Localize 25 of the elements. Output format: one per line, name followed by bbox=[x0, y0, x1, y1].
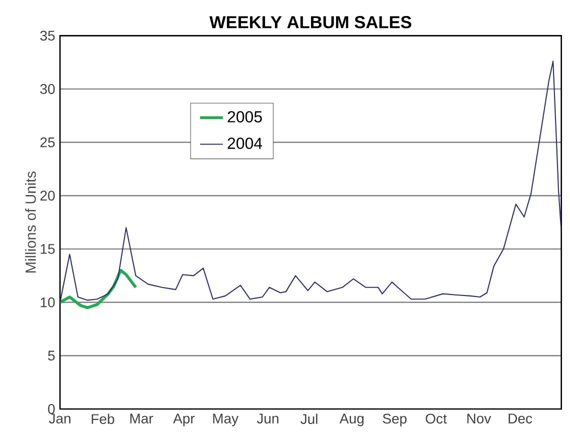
x-tick-label: Jun bbox=[256, 414, 278, 424]
x-tick-label: Jul bbox=[300, 414, 318, 424]
legend-label: 2005 bbox=[228, 111, 262, 122]
y-tick-label: 30 bbox=[40, 84, 55, 94]
x-tick-label: Mar bbox=[130, 414, 154, 424]
x-tick-label: Jan bbox=[48, 414, 70, 424]
x-tick-label: Aug bbox=[340, 414, 364, 426]
y-tick-label: 25 bbox=[40, 137, 55, 148]
x-tick-label: Oct bbox=[426, 414, 447, 424]
y-tick-label: 20 bbox=[40, 190, 55, 201]
y-tick-label: 0 bbox=[48, 404, 55, 414]
y-axis-title: Millions of Units bbox=[25, 172, 36, 272]
y-tick-label: 5 bbox=[48, 350, 55, 361]
y-tick-label: 35 bbox=[40, 30, 55, 41]
x-tick-label: Apr bbox=[173, 414, 195, 426]
line-series bbox=[60, 60, 562, 303]
x-tick-label: May bbox=[213, 414, 238, 426]
chart-title: WEEKLY ALBUM SALES bbox=[209, 16, 412, 28]
y-tick-label: 10 bbox=[40, 297, 55, 308]
legend-label: 2004 bbox=[228, 138, 262, 149]
x-tick-label: Nov bbox=[467, 414, 492, 424]
x-tick-label: Sep bbox=[382, 414, 407, 426]
x-tick-label: Dec bbox=[508, 414, 532, 424]
y-tick-label: 15 bbox=[40, 244, 55, 254]
x-tick-label: Feb bbox=[92, 414, 114, 424]
